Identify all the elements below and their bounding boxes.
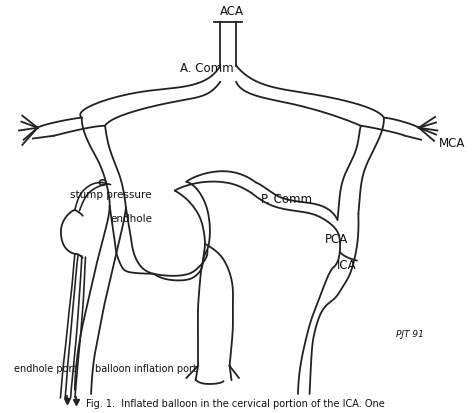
Text: PCA: PCA — [324, 233, 348, 246]
Text: PJT 91: PJT 91 — [396, 330, 423, 339]
Text: ICA: ICA — [337, 259, 356, 271]
Text: stump pressure: stump pressure — [70, 190, 152, 200]
Text: A. Comm: A. Comm — [181, 62, 234, 75]
Text: ACA: ACA — [219, 5, 244, 19]
Text: endhole port: endhole port — [14, 364, 77, 374]
Text: endhole: endhole — [110, 214, 153, 224]
Text: P. Comm: P. Comm — [261, 193, 312, 206]
Text: Fig. 1.  Inflated balloon in the cervical portion of the ICA. One: Fig. 1. Inflated balloon in the cervical… — [86, 399, 384, 409]
Text: balloon inflation port: balloon inflation port — [95, 364, 197, 374]
Text: MCA: MCA — [439, 137, 465, 150]
